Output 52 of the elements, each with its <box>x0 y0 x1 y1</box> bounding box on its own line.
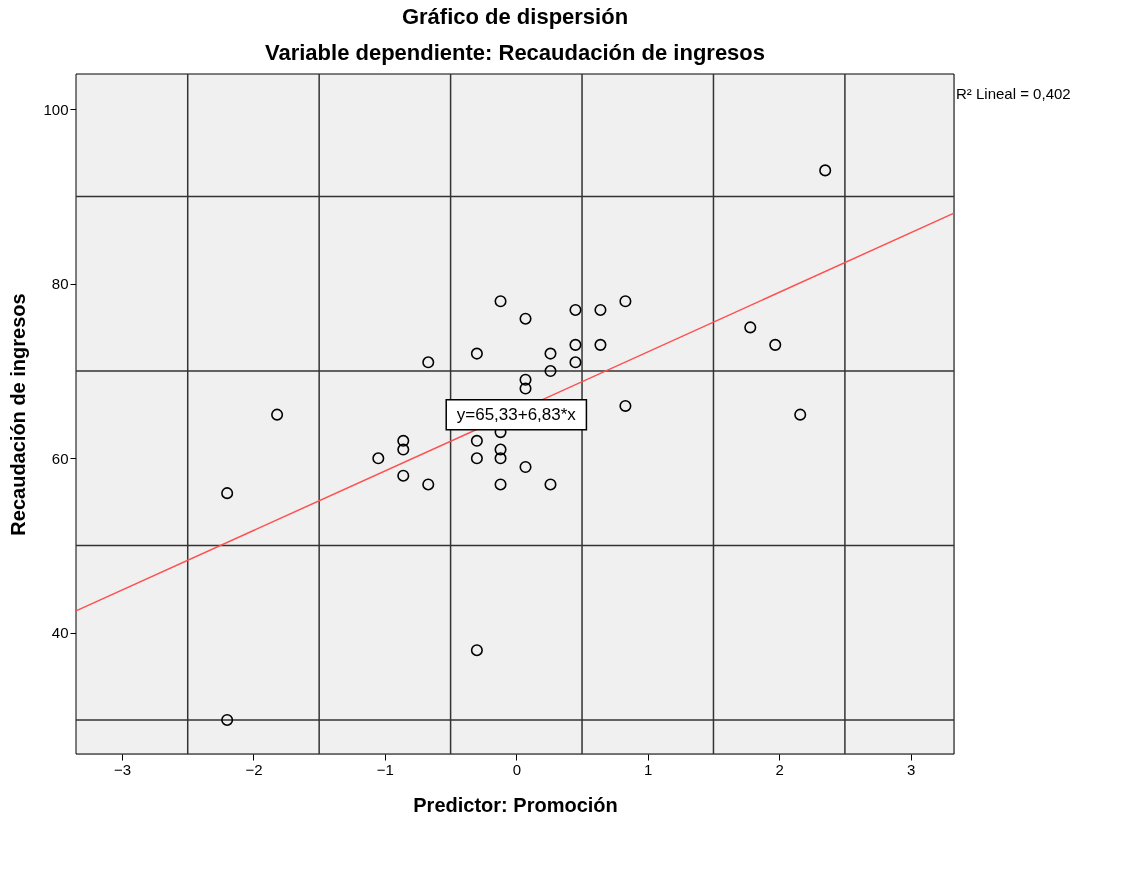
point <box>619 295 632 308</box>
text: R² Lineal = 0,402 <box>956 85 1071 102</box>
point <box>422 356 435 369</box>
y-tick-label: 60 <box>51 449 69 467</box>
point <box>519 460 532 474</box>
x-tick-label: −2 <box>245 760 263 778</box>
point <box>744 321 757 334</box>
y-axis-title: Recaudación de ingresos <box>7 293 30 536</box>
point <box>470 347 483 360</box>
annotation: y=65,33+6,83*x <box>456 404 577 424</box>
point <box>397 443 410 456</box>
point <box>594 338 607 351</box>
point <box>221 487 234 500</box>
point <box>221 713 234 727</box>
point <box>569 338 582 351</box>
y-tick-label: 40 <box>51 624 69 642</box>
point <box>494 478 507 491</box>
point <box>397 469 410 482</box>
point <box>544 478 557 491</box>
point <box>769 338 782 351</box>
point <box>519 382 532 395</box>
point <box>470 434 483 447</box>
point <box>271 408 284 421</box>
point <box>494 443 507 456</box>
point <box>569 356 582 369</box>
point <box>422 478 435 491</box>
x-axis-title: Predictor: Promoción <box>413 793 618 816</box>
point <box>494 452 507 465</box>
x-tick-label: 0 <box>512 760 521 778</box>
point <box>470 644 483 657</box>
point <box>397 434 410 447</box>
point <box>794 408 807 421</box>
x-tick-label: 3 <box>906 760 916 778</box>
x-tick-label: 1 <box>644 760 653 778</box>
point <box>519 373 532 386</box>
point <box>470 452 483 465</box>
point <box>594 303 607 317</box>
point <box>569 303 582 317</box>
x-tick-label: −1 <box>376 760 394 778</box>
point <box>544 347 557 360</box>
y-tick-label: 100 <box>43 100 69 118</box>
x-tick-label: −3 <box>113 760 132 778</box>
point <box>619 399 632 412</box>
point <box>494 295 507 308</box>
x-tick-label: 2 <box>775 760 784 778</box>
point <box>519 312 532 325</box>
point <box>819 164 832 177</box>
chart-subtitle: Variable dependiente: Recaudación de ingresos <box>264 40 766 66</box>
chart-title: Gráfico de dispersión <box>401 4 629 30</box>
y-tick-label: 80 <box>51 275 69 293</box>
point <box>544 365 557 378</box>
point <box>372 452 385 465</box>
